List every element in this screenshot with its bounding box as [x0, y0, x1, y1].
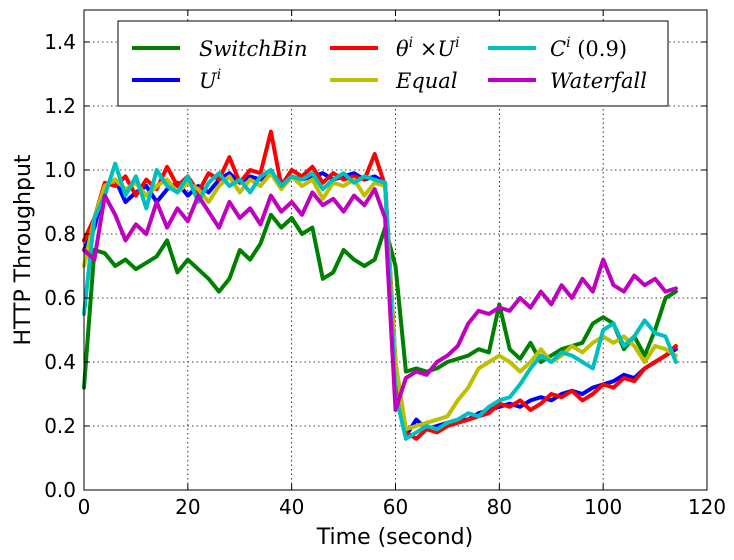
- y-tick-label: 0.0: [44, 478, 76, 502]
- series-line-waterfall: [82, 187, 678, 412]
- y-axis-title: HTTP Throughput: [11, 154, 36, 345]
- y-tick-label: 1.0: [44, 158, 76, 182]
- x-tick-label: 80: [487, 495, 512, 519]
- legend-label-waterfall: Waterfall: [550, 69, 647, 93]
- legend-label-switchbin: SwitchBin: [199, 37, 307, 61]
- y-tick-label: 0.8: [44, 222, 76, 246]
- y-tick-label: 0.6: [44, 286, 76, 310]
- y-tick-label: 0.2: [44, 414, 76, 438]
- x-tick-label: 0: [78, 495, 91, 519]
- x-axis-title: Time (second): [316, 525, 473, 550]
- legend-label-theta: θi ×Ui: [396, 35, 460, 61]
- x-tick-label: 120: [688, 495, 726, 519]
- legend-label-ui: Ui: [199, 67, 221, 93]
- series-line-switchbin: [82, 212, 678, 390]
- y-tick-label: 1.2: [44, 94, 76, 118]
- y-tick-labels: 0.0 0.2 0.4 0.6 0.8 1.0 1.2 1.4: [44, 30, 76, 502]
- y-tick-label: 0.4: [44, 350, 76, 374]
- legend-label-ci: Ci (0.9): [550, 35, 627, 61]
- legend: SwitchBin Ui θi ×Ui Equal Ci (0.9) Water…: [117, 20, 669, 107]
- x-tick-label: 100: [584, 495, 622, 519]
- legend-box: [117, 20, 669, 107]
- legend-label-equal: Equal: [395, 69, 458, 93]
- series-line-ci: [82, 161, 678, 441]
- x-tick-label: 40: [279, 495, 304, 519]
- x-tick-label: 60: [383, 495, 408, 519]
- x-tick-labels: 0 20 40 60 80 100 120: [78, 495, 726, 519]
- x-tick-label: 20: [175, 495, 200, 519]
- series-layer: [82, 129, 678, 441]
- y-tick-label: 1.4: [44, 30, 76, 54]
- axis-ticks: [83, 10, 708, 491]
